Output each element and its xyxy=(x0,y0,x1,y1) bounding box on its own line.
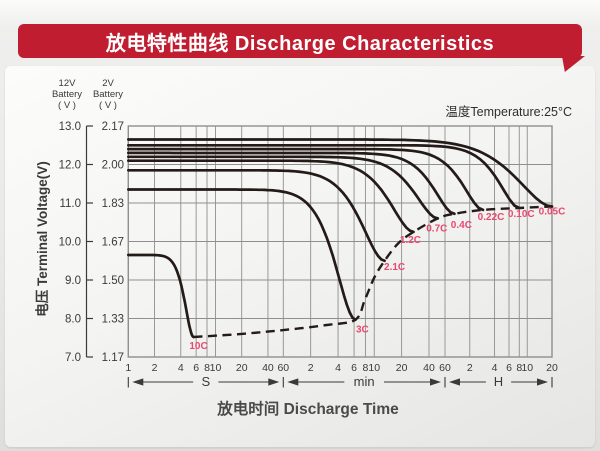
curve-label-3C: 3C xyxy=(356,325,369,336)
curve-label-0.4C: 0.4C xyxy=(451,220,472,231)
x-tick: 8 xyxy=(204,362,210,374)
y-tick-2v: 1.67 xyxy=(102,237,124,249)
discharge-curve-0.22C xyxy=(126,147,485,212)
page-title: 放电特性曲线 Discharge Characteristics xyxy=(105,32,495,55)
curve-label-1.2C: 1.2C xyxy=(400,235,421,246)
chart-panel xyxy=(5,66,595,447)
y-tick-12v: 11.0 xyxy=(59,198,81,210)
temperature-label: 温度Temperature:25°C xyxy=(445,105,572,119)
discharge-curve-0.10C xyxy=(126,143,521,210)
x-tick: 10 xyxy=(210,362,222,374)
curve-label-10C: 10C xyxy=(189,341,207,352)
x-tick: 40 xyxy=(262,362,274,374)
x-axis-labels: 1 2 4 6 8 10 20 40 60 2 4 6 8 10 20 40 60 2 4 6 8 10 20 xyxy=(125,362,558,374)
y-axis-header-2v: 2V Battery ( V ) xyxy=(92,78,124,111)
x-tick: 20 xyxy=(236,362,248,374)
x-tick: 4 xyxy=(492,362,498,374)
time-unit-label-H: H xyxy=(494,374,503,389)
discharge-curve-0.4C xyxy=(126,151,456,216)
x-tick: 20 xyxy=(396,362,408,374)
discharge-characteristics-chart: 13.0 2.17 12.0 2.00 11.0 1.83 10.0 1.67 9.0 1.50 8… xyxy=(59,121,566,389)
curve-label-0.05C: 0.05C xyxy=(539,206,566,217)
x-axis-title: 放电时间 Discharge Time xyxy=(217,401,399,418)
discharge-curve-1.2C xyxy=(126,159,415,234)
time-unit-label-S: S xyxy=(201,374,210,389)
x-tick: 8 xyxy=(363,362,369,374)
y-tick-12v: 10.0 xyxy=(59,237,81,249)
arrow-left-icon xyxy=(449,378,460,386)
y-axis-header-12v: 12V Battery ( V ) xyxy=(51,78,83,111)
x-tick: 60 xyxy=(439,362,451,374)
x-tick: 2 xyxy=(308,362,314,374)
x-tick: 10 xyxy=(521,362,533,374)
discharge-curve-0.7C xyxy=(126,155,440,220)
y-tick-12v: 9.0 xyxy=(65,275,81,287)
x-tick: 40 xyxy=(423,362,435,374)
y-tick-12v: 12.0 xyxy=(59,160,81,172)
y-tick-2v: 1.33 xyxy=(102,314,124,326)
arrow-right-icon xyxy=(430,378,441,386)
curve-label-0.22C: 0.22C xyxy=(478,212,505,223)
x-tick: 2 xyxy=(467,362,473,374)
arrow-left-icon xyxy=(132,378,144,386)
y-tick-2v: 1.17 xyxy=(102,352,124,364)
arrow-left-icon xyxy=(287,378,299,386)
y-tick-2v: 1.83 xyxy=(102,198,124,210)
x-tick: 8 xyxy=(516,362,522,374)
y-tick-2v: 1.50 xyxy=(102,275,124,287)
arrow-right-icon xyxy=(537,378,548,386)
time-unit-label-min: min xyxy=(354,374,375,389)
x-tick: 4 xyxy=(335,362,341,374)
x-tick: 1 xyxy=(125,362,131,374)
y-axis-bracket xyxy=(85,125,93,358)
x-tick: 4 xyxy=(178,362,184,374)
curve-label-0.10C: 0.10C xyxy=(508,209,535,220)
discharge-curve-10C xyxy=(126,253,195,339)
cutoff-voltage-dashed-line xyxy=(193,205,553,339)
x-tick: 6 xyxy=(193,362,199,374)
x-tick: 2 xyxy=(152,362,158,374)
y-axis-labels: 13.0 2.17 12.0 2.00 11.0 1.83 10.0 1.67 9.0 1.50 8… xyxy=(59,121,124,364)
discharge-curve-2.1C xyxy=(126,168,386,263)
x-tick: 6 xyxy=(506,362,512,374)
title-banner: 放电特性曲线 Discharge Characteristics xyxy=(18,24,582,58)
plot-border xyxy=(127,125,553,358)
y-tick-12v: 7.0 xyxy=(65,352,81,364)
arrow-right-icon xyxy=(268,378,280,386)
x-tick: 10 xyxy=(368,362,380,374)
discharge-curve-3C xyxy=(126,188,357,322)
y-tick-2v: 2.17 xyxy=(102,121,124,133)
discharge-curve-0.05C xyxy=(126,138,554,208)
x-tick: 60 xyxy=(277,362,289,374)
y-tick-2v: 2.00 xyxy=(102,160,124,172)
y-axis-title: 电压 Terminal Voltage(V) xyxy=(35,161,50,317)
curve-label-0.7C: 0.7C xyxy=(426,223,447,234)
x-tick: 20 xyxy=(546,362,558,374)
x-tick: 6 xyxy=(351,362,357,374)
y-tick-12v: 8.0 xyxy=(65,314,81,326)
y-tick-12v: 13.0 xyxy=(59,121,81,133)
curve-label-2.1C: 2.1C xyxy=(384,262,405,273)
